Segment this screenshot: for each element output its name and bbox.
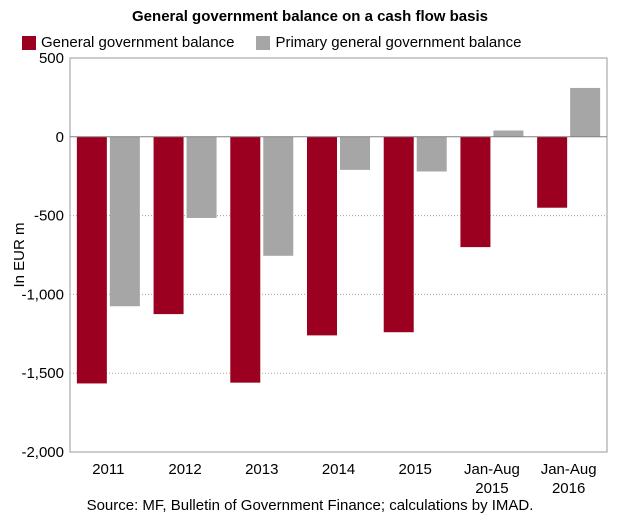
source-note: Source: MF, Bulletin of Government Finan… xyxy=(86,497,534,514)
chart-legend: General government balance Primary gener… xyxy=(22,34,543,51)
bar-general-balance xyxy=(307,136,337,336)
bar-primary-balance xyxy=(340,136,370,170)
bar-primary-balance xyxy=(186,136,217,218)
bar-primary-balance xyxy=(416,136,447,172)
bar-general-balance xyxy=(460,136,491,248)
x-tick-label: 2011 xyxy=(92,461,124,478)
legend-label-primary-balance: Primary general government balance xyxy=(275,34,522,51)
y-tick-label: 500 xyxy=(39,50,64,67)
bar-primary-balance xyxy=(109,136,140,307)
legend-label-general-balance: General government balance xyxy=(41,34,235,51)
y-tick-label: -500 xyxy=(34,208,64,225)
bar-general-balance xyxy=(537,136,568,208)
bar-general-balance xyxy=(153,136,184,315)
legend-swatch-primary-balance xyxy=(256,35,271,50)
bar-general-balance xyxy=(383,136,414,333)
plot-frame xyxy=(69,57,608,453)
legend-item-primary-balance: Primary general government balance xyxy=(256,34,521,51)
legend-swatch-general-balance xyxy=(22,35,36,50)
y-tick-label: -1,000 xyxy=(21,286,64,303)
y-tick-label: 0 xyxy=(56,129,64,146)
x-tick-label: 2014 xyxy=(322,461,355,478)
bar-primary-balance xyxy=(263,136,294,256)
y-tick-label: -1,500 xyxy=(21,365,64,382)
x-tick-label: 2015 xyxy=(399,461,432,478)
bar-chart-svg: 500 0 -500 -1,000 -1,500 -2,000 In EUR m 2011 20… xyxy=(11,50,608,497)
bar-general-balance xyxy=(76,136,107,384)
bar-primary-balance xyxy=(493,130,524,137)
x-tick-label: 2016 xyxy=(552,480,585,497)
x-tick-label: 2012 xyxy=(168,461,201,478)
y-tick-label: -2,000 xyxy=(21,444,64,461)
x-tick-label: Jan-Aug xyxy=(541,461,597,478)
bar-general-balance xyxy=(230,136,261,383)
legend-item-general-balance: General government balance xyxy=(22,34,234,51)
x-tick-label: 2015 xyxy=(475,480,508,497)
chart-title: General government balance on a cash flo… xyxy=(132,8,488,25)
x-tick-label: 2013 xyxy=(245,461,278,478)
y-axis-label: In EUR m xyxy=(11,222,28,287)
x-tick-label: Jan-Aug xyxy=(464,461,520,478)
bar-primary-balance xyxy=(570,87,601,137)
